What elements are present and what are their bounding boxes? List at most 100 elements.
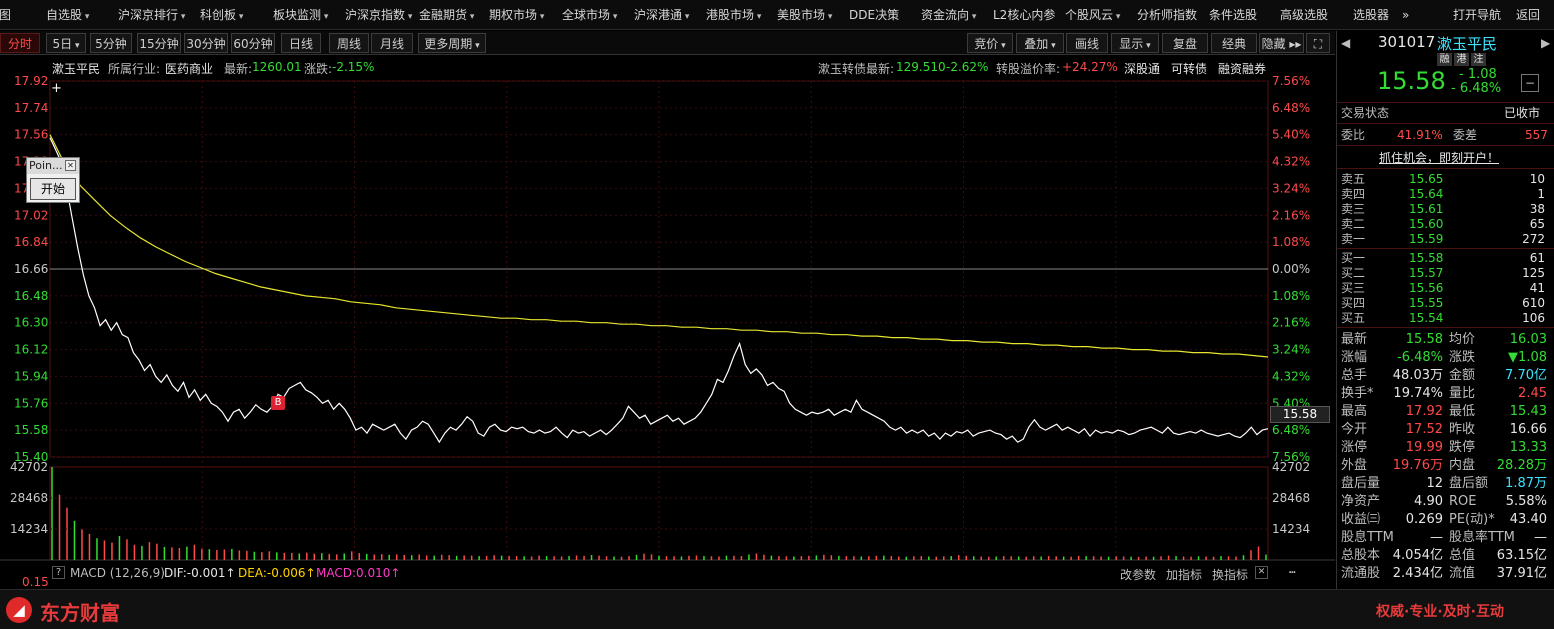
ask-row[interactable]: 卖五 15.65 10 (1337, 172, 1554, 187)
menu-item-15[interactable]: 个股风云 (1065, 0, 1120, 30)
open-account-link[interactable]: 抓住机会，即刻开户！ (1379, 151, 1500, 165)
change-indicator-button[interactable]: 换指标 (1212, 568, 1249, 582)
menu-item-22[interactable]: 返回 (1516, 8, 1541, 22)
bid-row[interactable]: 买五 15.54 106 (1337, 311, 1554, 326)
stat-label: 总值 (1449, 548, 1476, 563)
toolbar-button-5[interactable]: 经典 (1211, 33, 1257, 53)
help-icon[interactable]: ? (52, 566, 65, 579)
period-tab-3[interactable]: 15分钟 (137, 33, 181, 53)
level-price: 15.57 (1409, 266, 1444, 280)
latest-value: 1260.01 (252, 60, 302, 74)
stat-row: 涨停 19.99 跌停 13.33 (1337, 439, 1554, 457)
collapse-icon[interactable]: − (1521, 74, 1539, 92)
toolbar-button-3[interactable]: 显示 (1111, 33, 1159, 53)
volume-tick-label: 28468 (1272, 491, 1310, 505)
menu-item-4[interactable]: 板块监测 (273, 0, 328, 30)
menu-item-13[interactable]: 资金流向 (921, 0, 976, 30)
menu-item-20[interactable]: » (1402, 8, 1410, 22)
menu-item-14[interactable]: L2核心内参 (993, 8, 1056, 22)
period-tab-5[interactable]: 60分钟 (231, 33, 275, 53)
ask-row[interactable]: 卖一 15.59 272 (1337, 232, 1554, 247)
level-label: 卖三 (1341, 202, 1366, 216)
stat-label: 量比 (1449, 386, 1476, 401)
bid-row[interactable]: 买一 15.58 61 (1337, 251, 1554, 266)
ask-row[interactable]: 卖二 15.60 65 (1337, 217, 1554, 232)
period-tab-9[interactable]: 更多周期 (418, 33, 486, 53)
menu-item-12[interactable]: DDE决策 (849, 8, 900, 22)
link-convertible[interactable]: 可转债 (1171, 62, 1208, 76)
menu-item-16[interactable]: 分析师指数 (1137, 8, 1198, 22)
stat-value: 0.269 (1405, 512, 1443, 527)
bid-row[interactable]: 买二 15.57 125 (1337, 266, 1554, 281)
stat-value: 2.45 (1518, 386, 1547, 401)
premium-value: +24.27% (1062, 60, 1118, 74)
toolbar-button-1[interactable]: 叠加 (1016, 33, 1064, 53)
menu-item-1[interactable]: 自选股 (46, 0, 89, 30)
menu-item-19[interactable]: 选股器 (1353, 8, 1390, 22)
divider (1337, 102, 1554, 103)
period-tab-7[interactable]: 周线 (329, 33, 369, 53)
macd-title[interactable]: MACD (12,26,9) (70, 566, 165, 580)
stat-value: — (1430, 530, 1443, 545)
menu-item-10[interactable]: 港股市场 (706, 0, 761, 30)
menu-item-9[interactable]: 沪深港通 (634, 0, 689, 30)
period-tab-8[interactable]: 月线 (371, 33, 413, 53)
stat-label: 昨收 (1449, 422, 1476, 437)
price-tick-label: 17.02 (14, 208, 48, 222)
period-tab-0[interactable]: 分时 (0, 33, 40, 53)
macd-params-button[interactable]: 改参数 (1120, 568, 1157, 582)
buy-marker[interactable]: B (271, 396, 285, 410)
intraday-chart[interactable]: 17.927.56%17.746.48%17.565.40%17.384.32%… (0, 55, 1335, 589)
menu-item-6[interactable]: 金融期货 (419, 0, 474, 30)
next-stock-icon[interactable]: ▶ (1541, 36, 1551, 50)
change-label: 涨跌: (304, 62, 333, 76)
period-tab-2[interactable]: 5分钟 (90, 33, 132, 53)
industry-value[interactable]: 医药商业 (165, 62, 214, 76)
link-margin[interactable]: 融资融券 (1218, 62, 1267, 76)
close-icon[interactable]: ✕ (65, 160, 76, 171)
toolbar-button-7[interactable]: ⛶ (1306, 33, 1330, 53)
period-tab-1[interactable]: 5日 (46, 33, 86, 53)
link-sgt[interactable]: 深股通 (1124, 62, 1161, 76)
resize-grip-icon[interactable]: ┅ (1289, 566, 1296, 579)
menu-item-11[interactable]: 美股市场 (777, 0, 832, 30)
menu-item-2[interactable]: 沪深京排行 (118, 0, 185, 30)
level-volume: 41 (1529, 281, 1545, 295)
close-icon[interactable]: ✕ (1255, 566, 1268, 579)
toolbar-button-2[interactable]: 画线 (1066, 33, 1108, 53)
macd-zero-label: 0.15 (22, 575, 49, 589)
toolbar-button-0[interactable]: 竞价 (967, 33, 1013, 53)
price-tick-label: 16.48 (14, 289, 48, 303)
add-indicator-button[interactable]: 加指标 (1166, 568, 1203, 582)
bid-row[interactable]: 买三 15.56 41 (1337, 281, 1554, 296)
menu-item-5[interactable]: 沪深京指数 (345, 0, 412, 30)
start-button[interactable]: 开始 (30, 178, 76, 200)
chart-canvas[interactable]: 17.927.56%17.746.48%17.565.40%17.384.32%… (0, 55, 1335, 589)
brand-name: 东方财富 (40, 601, 120, 625)
prev-stock-icon[interactable]: ◀ (1341, 36, 1351, 50)
menu-item-7[interactable]: 期权市场 (489, 0, 544, 30)
bid-row[interactable]: 买四 15.55 610 (1337, 296, 1554, 311)
menu-item-17[interactable]: 条件选股 (1209, 8, 1258, 22)
period-tab-4[interactable]: 30分钟 (184, 33, 228, 53)
ask-row[interactable]: 卖四 15.64 1 (1337, 187, 1554, 202)
toolbar-button-4[interactable]: 复盘 (1162, 33, 1208, 53)
menu-item-0[interactable]: 图 (0, 8, 12, 22)
crosshair-icon[interactable]: + (51, 81, 62, 96)
menu-item-21[interactable]: 打开导航 (1453, 8, 1502, 22)
level-label: 卖四 (1341, 187, 1366, 201)
pct-tick-label: 2.16% (1272, 316, 1310, 330)
stat-label: 最高 (1341, 404, 1368, 419)
stat-label: 流通股 (1341, 566, 1381, 581)
price-tick-label: 16.12 (14, 343, 48, 357)
menu-item-3[interactable]: 科创板 (200, 0, 243, 30)
stat-value: 37.91亿 (1496, 566, 1547, 581)
volume-tick-label: 28468 (10, 491, 48, 505)
period-tab-6[interactable]: 日线 (281, 33, 321, 53)
price-tick-label: 15.94 (14, 369, 48, 383)
menu-item-18[interactable]: 高级选股 (1280, 8, 1329, 22)
stat-row: 净资产 4.90 ROE 5.58% (1337, 493, 1554, 511)
toolbar-button-6[interactable]: 隐藏 ▸▸ (1259, 33, 1304, 53)
menu-item-8[interactable]: 全球市场 (562, 0, 617, 30)
ask-row[interactable]: 卖三 15.61 38 (1337, 202, 1554, 217)
